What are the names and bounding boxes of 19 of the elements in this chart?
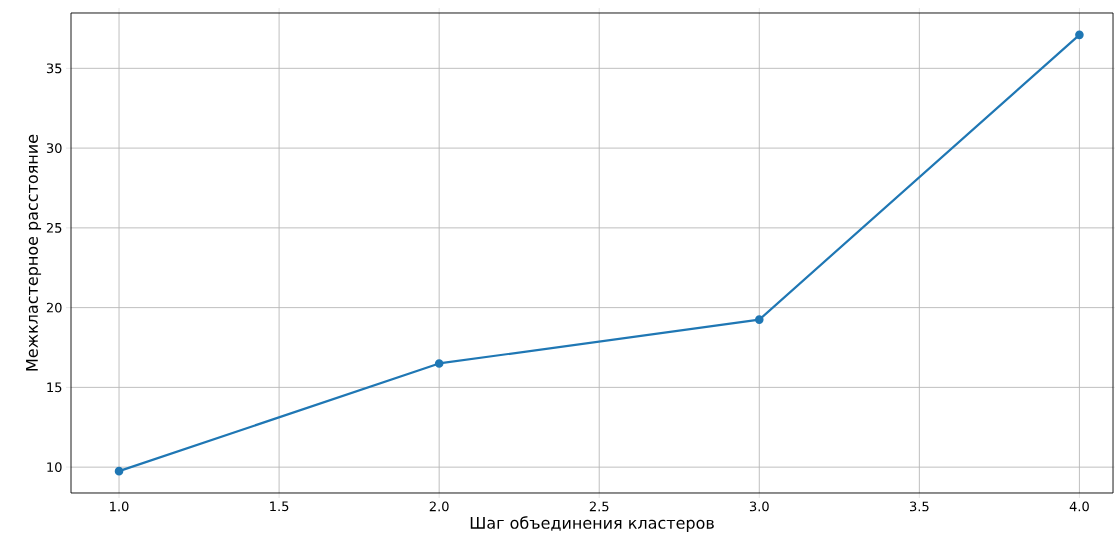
x-tick-label: 2.0 (429, 501, 449, 512)
x-tick-label: 3.0 (749, 501, 769, 512)
point (1075, 30, 1084, 40)
x-tick-label: 1.5 (270, 501, 289, 512)
y-tick-label: 20 (46, 302, 62, 313)
y-tick-label: 10 (47, 462, 62, 473)
x-tick-label: 2.5 (589, 501, 609, 512)
x-tick-label: 1.0 (110, 501, 129, 512)
y-tick-label: 25 (46, 222, 62, 233)
y-tick-label: 15 (47, 382, 62, 393)
point (114, 466, 124, 476)
point (754, 315, 764, 324)
y-axis-title: Межкластерное расстояние (26, 134, 42, 371)
x-tick-label: 4.0 (1069, 501, 1089, 512)
y-tick-label: 30 (46, 143, 62, 154)
point (434, 359, 444, 368)
y-tick-label: 35 (46, 63, 62, 74)
x-tick-label: 3.5 (910, 501, 929, 512)
x-axis-title: Шаг объединения кластеров (470, 516, 714, 532)
